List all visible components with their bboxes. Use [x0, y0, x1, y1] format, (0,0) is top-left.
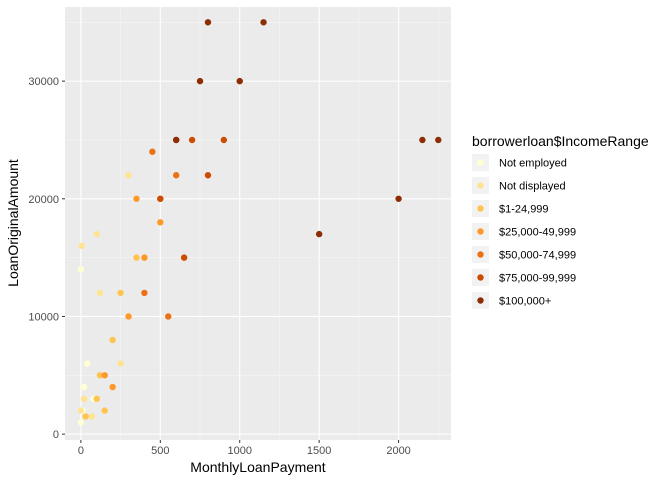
legend-item: $1-24,999 — [472, 200, 549, 217]
data-point — [180, 254, 188, 261]
data-point — [96, 372, 104, 379]
y-tick-label: 20000 — [28, 194, 59, 206]
data-point — [117, 360, 124, 367]
data-point — [93, 395, 100, 403]
data-point — [101, 372, 108, 379]
legend-marker — [477, 228, 484, 235]
data-point — [188, 136, 196, 144]
legend-item: $100,000+ — [472, 292, 551, 309]
data-points — [77, 19, 442, 426]
data-point — [165, 313, 172, 320]
x-tick-label: 0 — [78, 445, 84, 457]
legend-label: $100,000+ — [499, 296, 551, 308]
x-tick-label: 500 — [151, 445, 169, 457]
data-point — [204, 19, 212, 26]
data-point — [204, 172, 212, 179]
plot-panel — [65, 7, 451, 440]
data-point — [78, 242, 85, 250]
data-point — [88, 413, 96, 420]
data-point — [172, 136, 180, 144]
data-point — [80, 383, 88, 391]
series--25-000-49-999 — [101, 195, 164, 391]
legend-item: $50,000-74,999 — [472, 246, 576, 263]
x-tick-label: 2000 — [386, 445, 410, 457]
y-axis: 0 10000 20000 30000 — [28, 76, 65, 441]
data-point — [93, 230, 100, 238]
data-point — [77, 266, 85, 273]
data-point — [133, 195, 140, 202]
data-point — [435, 136, 442, 144]
data-point — [149, 148, 156, 155]
data-point — [109, 336, 116, 344]
data-point — [157, 195, 164, 202]
data-point — [236, 77, 243, 85]
data-point — [315, 230, 323, 238]
legend-title: borrowerloan$IncomeRange — [472, 133, 649, 149]
legend-label: $75,000-99,999 — [499, 273, 576, 285]
data-point — [157, 219, 164, 226]
legend-marker — [477, 274, 484, 281]
data-point — [125, 172, 132, 179]
legend-marker — [477, 297, 484, 304]
legend-items: Not employed Not displayed $1-24,999 $25,00… — [472, 154, 576, 309]
legend-label: $50,000-74,999 — [499, 250, 576, 262]
x-tick-label: 1500 — [307, 445, 331, 457]
legend-marker — [477, 182, 484, 189]
series--100-000- — [172, 19, 442, 238]
data-point — [77, 419, 85, 426]
legend-item: $25,000-49,999 — [472, 223, 576, 240]
data-point — [419, 136, 426, 144]
data-point — [395, 195, 402, 202]
y-tick-label: 30000 — [28, 76, 59, 88]
grid-minor — [65, 7, 451, 440]
data-point — [125, 313, 132, 320]
data-point — [260, 19, 267, 26]
legend-item: Not employed — [472, 154, 567, 171]
legend-label: $25,000-49,999 — [499, 227, 576, 239]
data-point — [117, 289, 124, 297]
series-not-displayed — [77, 172, 132, 420]
legend-label: Not displayed — [499, 181, 566, 193]
legend-label: Not employed — [499, 158, 567, 170]
legend-item: Not displayed — [472, 177, 566, 194]
data-point — [141, 254, 148, 261]
data-point — [82, 413, 89, 420]
y-axis-title: LoanOriginalAmount — [5, 159, 21, 287]
data-point — [109, 383, 116, 391]
data-point — [77, 407, 85, 414]
legend: borrowerloan$IncomeRange Not employedNot… — [472, 133, 649, 309]
legend-marker — [477, 159, 484, 166]
series--1-24-999 — [82, 254, 140, 420]
data-point — [101, 407, 108, 414]
data-point — [196, 77, 204, 85]
data-point — [172, 172, 180, 179]
data-point — [220, 136, 228, 144]
legend-marker — [477, 205, 484, 212]
data-point — [133, 254, 140, 261]
x-axis: 0 500 1000 1500 2000 — [78, 440, 411, 457]
data-point — [96, 289, 104, 297]
x-axis-title: MonthlyLoanPayment — [190, 459, 326, 475]
y-tick-label: 0 — [53, 429, 59, 441]
data-point — [84, 360, 91, 367]
x-tick-label: 1000 — [227, 445, 251, 457]
y-tick-label: 10000 — [28, 311, 59, 323]
legend-label: $1-24,999 — [499, 204, 549, 216]
legend-item: $75,000-99,999 — [472, 269, 576, 286]
legend-marker — [477, 251, 484, 258]
data-point — [141, 289, 148, 297]
data-point — [80, 395, 88, 403]
